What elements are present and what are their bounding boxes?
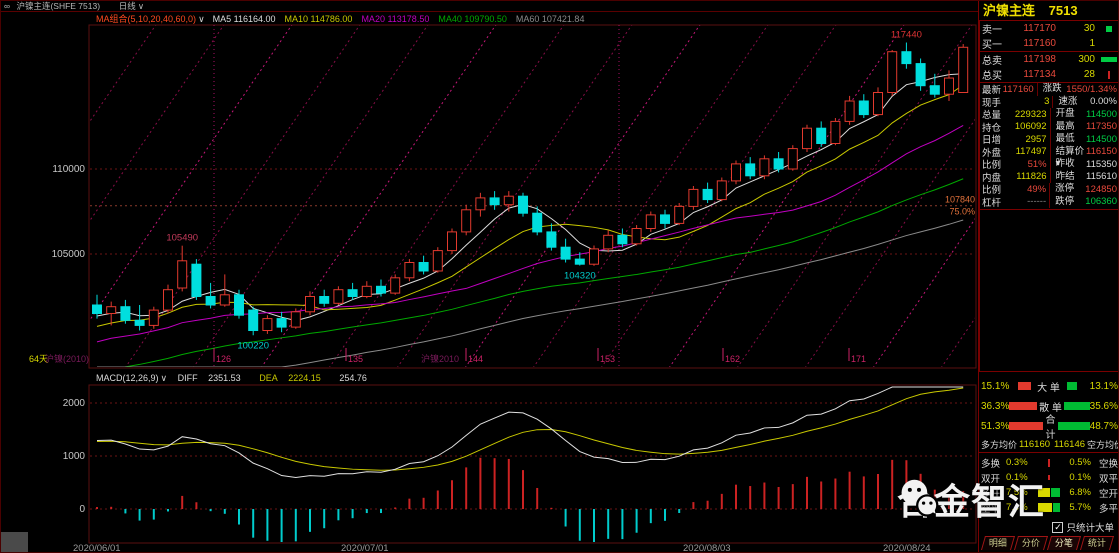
svg-text:0: 0 — [79, 504, 85, 515]
date-label: 2020/08/03 — [683, 543, 731, 553]
bid-ask-box: 卖一 117170 30 买一 117160 1 — [979, 21, 1118, 52]
checkbox-label: 只统计大单 — [1066, 523, 1114, 534]
flow-bar — [1050, 488, 1060, 497]
red-tick-icon — [1108, 70, 1110, 79]
order-row[interactable]: 总买 117134 28 — [980, 67, 1118, 82]
quote-row: 持仓 106092 最高 117350 — [982, 120, 1117, 134]
wechat-icon — [901, 479, 939, 517]
flow-row: 双开 0.1% 0.1% 双平 — [981, 472, 1118, 485]
date-axis: 2020/06/01 2020/07/01 2020/08/03 2020/08/24 — [1, 543, 978, 553]
totals-box: 总卖 117198 300 总买 117134 28 — [979, 52, 1118, 83]
flow-bar — [1047, 458, 1050, 467]
svg-text:1000: 1000 — [63, 451, 86, 462]
svg-text:105490: 105490 — [166, 233, 198, 244]
svg-text:110000: 110000 — [52, 164, 85, 175]
quote-row: 比例 51% 昨收 115350 — [982, 158, 1117, 172]
svg-text:沪镍2010: 沪镍2010 — [421, 353, 459, 364]
flow-bar — [1037, 488, 1050, 497]
contract-name: 沪镍主连 — [983, 3, 1036, 18]
ma-value-MA20: MA20 113178.50 — [361, 14, 430, 24]
ma-value-MA10: MA10 114786.00 — [284, 14, 353, 24]
position-flow-stats: 多换 0.3% 0.5% 空换 双开 0.1% 0.1% 双平 多开 7.5% 6.8% 空开 空平 7.… — [979, 452, 1118, 518]
checkbox-checked-icon[interactable]: ✓ — [1052, 521, 1064, 533]
chevron-down-icon[interactable]: ∨ — [198, 14, 205, 24]
quote-row: 总量 229323 开盘 114500 — [982, 108, 1117, 122]
quote-row: 最新 117160 涨跌 1550/1.34% — [982, 83, 1117, 97]
svg-text:153: 153 — [600, 354, 615, 364]
green-dot-icon — [1106, 25, 1112, 32]
svg-text:104320: 104320 — [564, 271, 596, 282]
flow-row: 多换 0.3% 0.5% 空换 — [981, 457, 1118, 470]
avg-price-row: 多方均价116160116146空方均价 — [981, 438, 1118, 450]
svg-text:沪镍(2010): 沪镍(2010) — [45, 353, 89, 364]
svg-text:117440: 117440 — [891, 30, 922, 41]
big-order-row: 51.3% 合 计 48.7% — [981, 415, 1118, 441]
link-icon[interactable]: ∞ — [4, 1, 11, 11]
svg-text:162: 162 — [725, 354, 740, 364]
quote-row: 现手 3 速涨 0.00% — [982, 95, 1117, 109]
ma-combo-label[interactable]: MA组合(5,10,20,40,60,0) — [96, 14, 197, 24]
contract-title: 沪镍主连(SHFE 7513) — [16, 1, 101, 11]
svg-text:2000: 2000 — [63, 398, 86, 409]
green-bar-icon — [1101, 57, 1117, 62]
svg-text:126: 126 — [216, 354, 231, 364]
date-label: 2020/06/01 — [73, 543, 121, 553]
quote-row: 内盘 111826 昨结 115610 — [982, 170, 1117, 184]
chevron-down-icon[interactable]: ∨ — [160, 373, 168, 383]
big-order-stats: 15.1% 大 单 13.1% 36.3% 散 单 35.6% 51.3% 合 计 48.7% 多… — [979, 372, 1118, 452]
ma-value-MA40: MA40 109790.50 — [438, 14, 507, 24]
big-order-filter[interactable]: ✓ 只统计大单 — [979, 518, 1118, 536]
flow-row: 多开 7.5% 6.8% 空开 — [981, 487, 1118, 500]
macd-label[interactable]: MACD(12,26,9) — [96, 373, 159, 383]
macd-bar-value: 254.76 — [339, 373, 367, 383]
svg-text:100220: 100220 — [237, 340, 269, 351]
tab-统计[interactable]: 统计 — [1080, 536, 1115, 550]
order-row[interactable]: 买一 117160 1 — [982, 38, 1095, 51]
order-row[interactable]: 总卖 117198 300 — [980, 52, 1118, 67]
flow-bar — [1047, 475, 1050, 480]
window-titlebar: ∞ 沪镍主连(SHFE 7513) 日线 ∨ — [1, 1, 978, 12]
svg-text:144: 144 — [468, 354, 483, 364]
svg-text:171: 171 — [851, 354, 866, 364]
svg-text:75.0%: 75.0% — [949, 207, 975, 217]
candlestick-chart[interactable]: 110000 105000 107840 75.0% 126 135 144 153 162 17… — [1, 12, 978, 371]
ma-value-MA60: MA60 107421.84 — [515, 14, 585, 24]
quote-grid: 最新 117160 涨跌 1550/1.34% 现手 3 速涨 0.00% 总量 229323 开盘… — [979, 83, 1118, 210]
svg-text:64天: 64天 — [29, 354, 48, 364]
tab-明细[interactable]: 明细 — [980, 536, 1016, 550]
detail-tabs: 明细 分价 分笔 统计 — [979, 536, 1118, 551]
watermark: 合金智汇 — [897, 473, 1045, 525]
flow-bar — [1037, 503, 1052, 512]
period-selector[interactable]: 日线 ∨ — [118, 1, 145, 11]
flow-row: 空平 7.4% 5.7% 多平 — [981, 502, 1118, 515]
tab-分笔[interactable]: 分笔 — [1047, 536, 1082, 550]
corner-panel — [1, 532, 28, 552]
macd-diff: DIFF 2351.53 — [177, 373, 241, 383]
quote-row: 杠杆 ------ 跌停 106360 — [982, 195, 1117, 209]
empty-area — [979, 210, 1118, 372]
svg-text:105000: 105000 — [52, 249, 86, 260]
date-label: 2020/08/24 — [883, 543, 931, 553]
ma-values: MA5 116164.00 MA10 114786.00 MA20 113178.5… — [213, 14, 594, 24]
ma-indicator-header: MA组合(5,10,20,40,60,0) ∨ MA5 116164.00 MA10 … — [96, 13, 593, 25]
macd-chart[interactable]: 2000 1000 0 — [1, 371, 978, 553]
svg-text:135: 135 — [348, 354, 363, 364]
order-row[interactable]: 卖一 117170 30 — [980, 21, 1118, 36]
quote-row: 比例 49% 涨停 124850 — [982, 183, 1117, 197]
svg-text:107840: 107840 — [945, 195, 975, 205]
quote-panel-title: 沪镍主连 7513 — [979, 1, 1118, 21]
big-order-row: 15.1% 大 单 13.1% — [981, 380, 1118, 394]
flow-bar — [1052, 503, 1060, 512]
contract-code: 7513 — [1048, 3, 1078, 18]
macd-indicator-header: MACD(12,26,9) ∨ DIFF 2351.53 DEA 2224.15 … — [96, 372, 375, 384]
big-order-row: 36.3% 散 单 35.6% — [981, 400, 1118, 414]
date-label: 2020/07/01 — [341, 543, 389, 553]
quote-panel: 沪镍主连 7513 卖一 117170 30 买一 117160 1 总卖 117198 30… — [978, 1, 1118, 552]
quote-row: 外盘 117497 结算价▾ 116150 — [982, 145, 1117, 169]
ma-value-MA5: MA5 116164.00 — [212, 14, 276, 24]
macd-dea: DEA 2224.15 — [259, 373, 321, 383]
quote-row: 日增 2957 最低 114500 — [982, 133, 1117, 147]
tab-分价[interactable]: 分价 — [1014, 536, 1049, 550]
